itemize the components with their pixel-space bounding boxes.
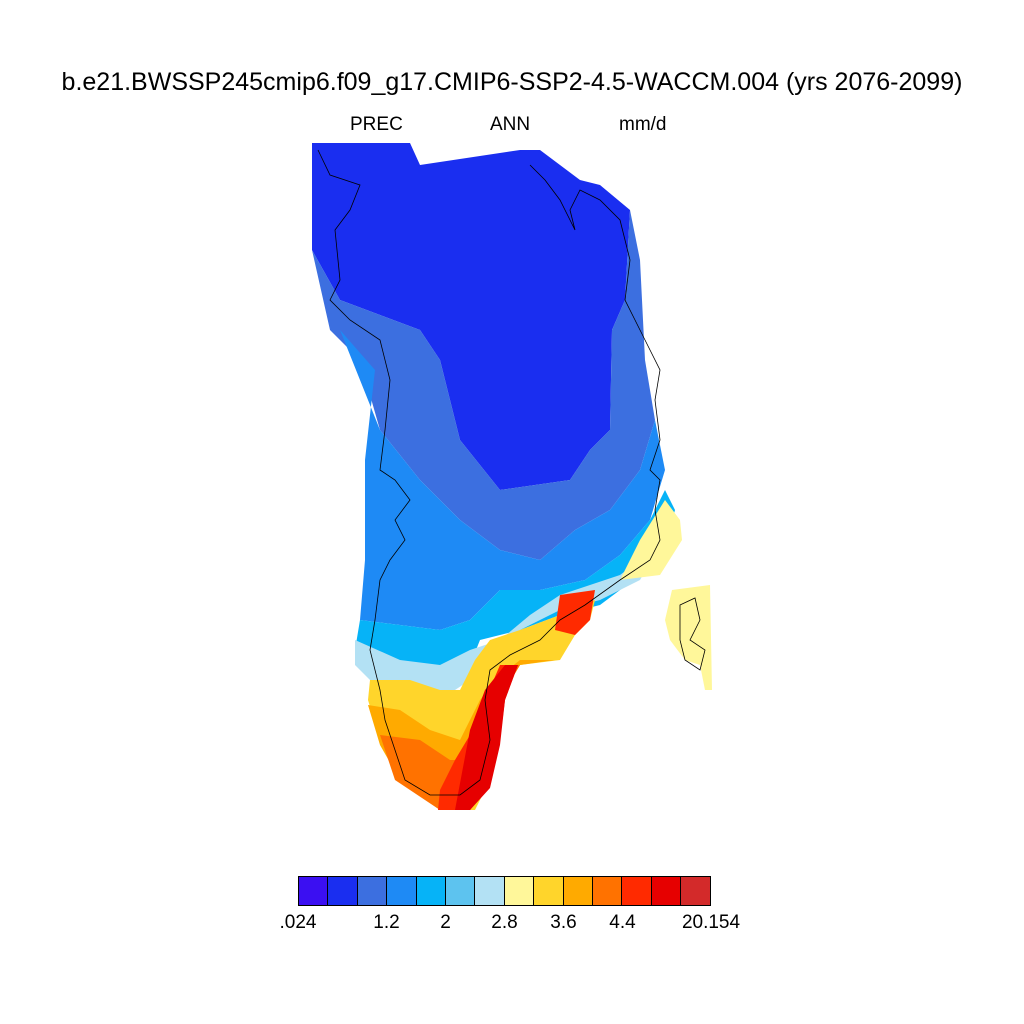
- colorbar: [298, 876, 712, 906]
- region-level-11: [555, 590, 595, 635]
- colorbar-swatch: [328, 877, 358, 905]
- colorbar-swatch: [504, 877, 535, 905]
- colorbar-swatch: [592, 877, 623, 905]
- colorbar-tick-label: 20.154: [681, 912, 741, 933]
- colorbar-swatch: [681, 877, 711, 905]
- variable-label: PREC: [350, 114, 403, 135]
- region-level-4: [355, 490, 675, 690]
- colorbar-swatch: [445, 877, 476, 905]
- colorbar-tick-label: 1.2: [373, 912, 400, 933]
- colorbar-tick-label: .024: [279, 912, 317, 933]
- coastline: [317, 149, 661, 796]
- colorbar-swatch: [534, 877, 564, 905]
- region-level-10: [455, 665, 518, 810]
- plot-title: b.e21.BWSSP245cmip6.f09_g17.CMIP6-SSP2-4…: [61, 68, 963, 96]
- east-island: [665, 585, 712, 690]
- region-level-2a: [312, 210, 655, 560]
- colorbar-tick-label: 3.6: [550, 912, 577, 933]
- colorbar-swatch: [475, 877, 505, 905]
- colorbar-tick-label: 2: [440, 912, 451, 933]
- east-coast-strip: [620, 500, 682, 580]
- colorbar-tick-label: 4.4: [609, 912, 636, 933]
- season-label: ANN: [490, 114, 531, 135]
- island-outline: [679, 597, 706, 671]
- units-label: mm/d: [619, 114, 667, 135]
- colorbar-swatch: [416, 877, 446, 905]
- colorbar-swatch: [622, 877, 652, 905]
- colorbar-swatch: [563, 877, 593, 905]
- colorbar-swatch: [387, 877, 417, 905]
- colorbar-swatch: [357, 877, 388, 905]
- region-level-3: [340, 330, 665, 630]
- region-level-1: [312, 143, 630, 490]
- colorbar-swatch: [651, 877, 682, 905]
- colorbar-tick-label: 2.8: [491, 912, 518, 933]
- colorbar-swatch: [299, 877, 329, 905]
